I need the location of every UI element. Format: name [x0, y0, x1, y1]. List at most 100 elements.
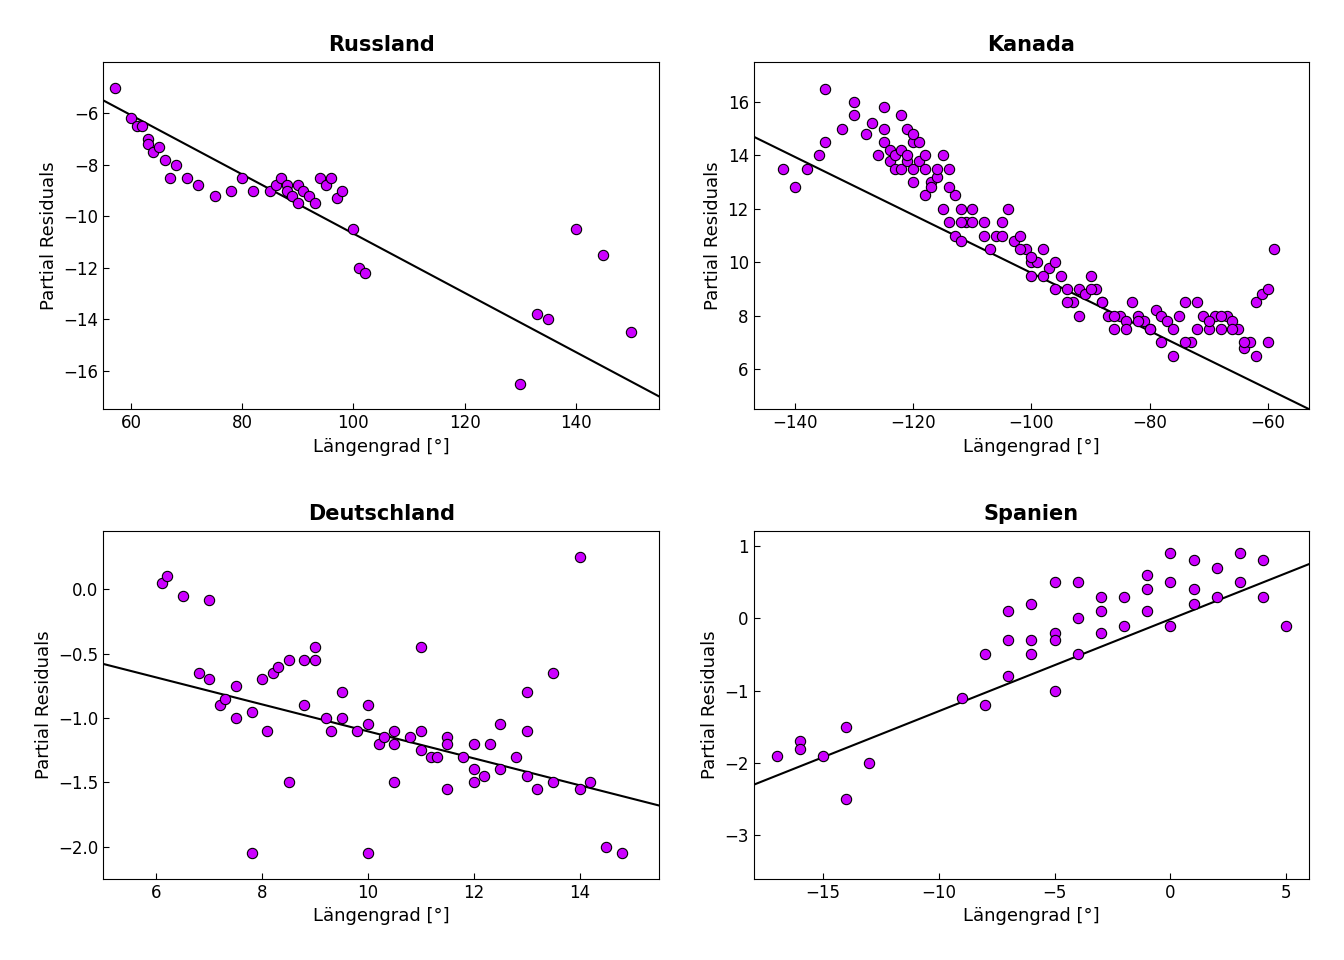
Point: [844, 108, 866, 123]
Point: [348, 260, 370, 276]
Point: [872, 134, 894, 150]
Point: [399, 730, 421, 745]
Point: [489, 717, 511, 732]
Point: [410, 723, 431, 738]
Title: Spanien: Spanien: [984, 504, 1079, 524]
Point: [270, 170, 292, 185]
Point: [950, 233, 972, 249]
Point: [1015, 241, 1036, 256]
Point: [358, 717, 379, 732]
Point: [304, 639, 325, 655]
Point: [267, 659, 289, 674]
Point: [612, 846, 633, 861]
Point: [859, 756, 880, 771]
Point: [426, 749, 448, 764]
Point: [789, 741, 810, 756]
Point: [867, 148, 888, 163]
Point: [952, 690, 973, 706]
Point: [1067, 611, 1089, 626]
Point: [1020, 268, 1042, 283]
Point: [1210, 308, 1231, 324]
Point: [1098, 308, 1120, 324]
Point: [1137, 582, 1159, 597]
Point: [383, 736, 405, 752]
Point: [1157, 313, 1179, 328]
Point: [931, 148, 953, 163]
Point: [538, 311, 559, 326]
Point: [1228, 545, 1250, 561]
Point: [884, 148, 906, 163]
Point: [1003, 233, 1024, 249]
Point: [294, 698, 316, 713]
Point: [1020, 250, 1042, 265]
Point: [257, 723, 278, 738]
Point: [1183, 596, 1204, 612]
Point: [1251, 287, 1273, 302]
Point: [314, 178, 336, 193]
Point: [832, 121, 853, 136]
Point: [453, 749, 474, 764]
Point: [1227, 322, 1249, 337]
Point: [1257, 335, 1278, 350]
Point: [836, 719, 857, 734]
Point: [1263, 241, 1285, 256]
Y-axis label: Partial Residuals: Partial Residuals: [40, 161, 58, 310]
Point: [1056, 281, 1078, 297]
Point: [836, 792, 857, 807]
Point: [437, 730, 458, 745]
Point: [766, 748, 788, 763]
Point: [1009, 228, 1031, 243]
Point: [974, 698, 996, 713]
Point: [314, 710, 336, 726]
Point: [1103, 308, 1125, 324]
Point: [156, 568, 177, 584]
Point: [176, 170, 198, 185]
Point: [368, 736, 390, 752]
Point: [1032, 268, 1054, 283]
Point: [464, 762, 485, 778]
Point: [879, 142, 900, 157]
Point: [210, 698, 231, 713]
Point: [896, 153, 918, 168]
Point: [298, 188, 320, 204]
Point: [926, 169, 948, 184]
Point: [331, 710, 352, 726]
Point: [902, 175, 923, 190]
Point: [374, 730, 395, 745]
Point: [1109, 308, 1130, 324]
Point: [383, 723, 405, 738]
Point: [1044, 574, 1066, 589]
Point: [516, 768, 538, 783]
Point: [950, 202, 972, 217]
Point: [1090, 588, 1111, 604]
Point: [347, 723, 368, 738]
Point: [1062, 295, 1083, 310]
Point: [165, 157, 187, 173]
Point: [980, 241, 1001, 256]
Point: [220, 182, 242, 198]
Point: [1163, 348, 1184, 364]
Point: [1150, 308, 1172, 324]
Point: [569, 549, 590, 564]
Point: [973, 228, 995, 243]
Point: [1027, 254, 1048, 270]
X-axis label: Längengrad [°]: Längengrad [°]: [964, 907, 1099, 925]
Point: [985, 228, 1007, 243]
Point: [1128, 313, 1149, 328]
Point: [1116, 322, 1137, 337]
Point: [1137, 567, 1159, 583]
Point: [909, 134, 930, 150]
Point: [265, 178, 286, 193]
Point: [814, 81, 836, 96]
Point: [921, 180, 942, 195]
Point: [332, 182, 353, 198]
Point: [224, 678, 246, 693]
Y-axis label: Partial Residuals: Partial Residuals: [704, 161, 722, 310]
Point: [509, 376, 531, 392]
Point: [1183, 553, 1204, 568]
Point: [473, 768, 495, 783]
Point: [789, 733, 810, 749]
X-axis label: Längengrad [°]: Längengrad [°]: [313, 438, 449, 456]
Point: [808, 148, 829, 163]
Point: [1138, 322, 1160, 337]
